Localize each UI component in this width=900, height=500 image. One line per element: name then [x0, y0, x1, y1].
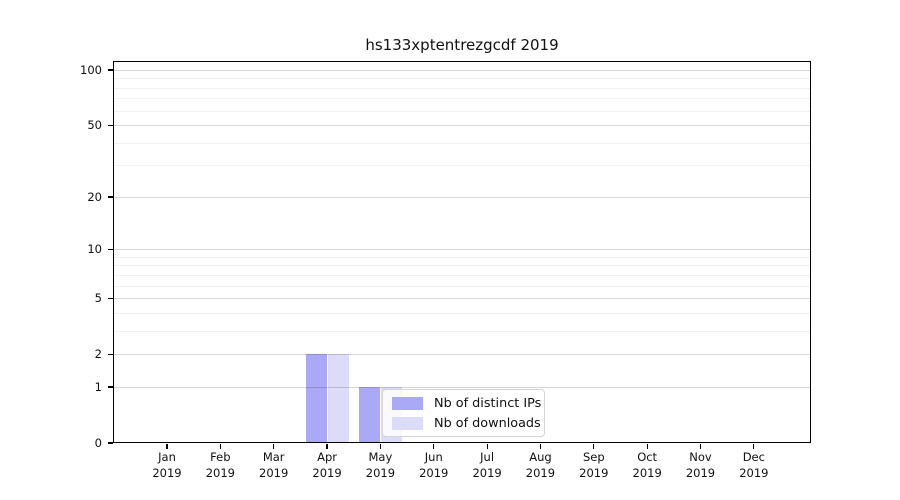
x-tick-mark	[433, 444, 435, 449]
x-tick-label: Sep 2019	[579, 450, 609, 480]
minor-gridline	[114, 165, 810, 167]
major-gridline	[114, 386, 810, 388]
bar-may-distinct-ips	[358, 386, 380, 443]
y-tick-mark	[108, 386, 113, 388]
legend-label-distinct-ips: Nb of distinct IPs	[434, 395, 542, 411]
y-tick-mark	[108, 353, 113, 355]
y-tick-label: 10	[87, 242, 102, 257]
x-tick-mark	[379, 444, 381, 449]
x-tick-mark	[699, 444, 702, 449]
legend-swatch-downloads	[392, 416, 423, 430]
bar-apr-downloads	[327, 354, 349, 443]
major-gridline	[114, 354, 810, 356]
y-tick-mark	[108, 442, 113, 444]
y-tick-label: 100	[80, 63, 102, 77]
bar-apr-distinct-ips	[305, 354, 327, 443]
x-tick-label: Jul 2019	[472, 450, 502, 480]
major-gridline	[114, 298, 810, 300]
major-gridline	[114, 249, 810, 251]
x-tick-label: Aug 2019	[525, 450, 556, 480]
x-tick-label: Nov 2019	[685, 450, 716, 480]
x-tick-mark	[593, 444, 595, 449]
minor-gridline	[114, 142, 810, 144]
y-tick-label: 20	[87, 189, 102, 204]
legend-item-distinct-ips: Nb of distinct IPs	[392, 396, 541, 411]
x-tick-mark	[486, 444, 488, 449]
minor-gridline	[114, 78, 810, 80]
y-tick-label: 2	[94, 347, 102, 362]
x-tick-mark	[273, 444, 275, 449]
x-tick-mark	[646, 444, 648, 449]
minor-gridline	[114, 330, 810, 332]
x-tick-label: May 2019	[365, 450, 396, 480]
major-gridline	[114, 196, 810, 198]
legend-swatch-distinct-ips	[392, 396, 423, 410]
major-gridline	[114, 70, 810, 71]
x-tick-label: Jun 2019	[419, 450, 449, 480]
minor-gridline	[114, 256, 810, 258]
x-tick-label: Dec 2019	[739, 450, 769, 480]
minor-gridline	[114, 98, 810, 100]
legend-label-downloads: Nb of downloads	[434, 415, 541, 431]
x-tick-label: Feb 2019	[205, 450, 235, 480]
x-tick-label: Oct 2019	[632, 450, 662, 480]
plot-border	[113, 61, 811, 443]
minor-gridline	[114, 274, 810, 276]
chart-title: hs133xptentrezgcdf 2019	[365, 36, 559, 54]
x-tick-mark	[753, 444, 755, 449]
y-tick-mark	[108, 69, 113, 71]
y-tick-mark	[108, 248, 113, 250]
minor-gridline	[114, 285, 810, 287]
x-tick-mark	[219, 444, 221, 449]
major-gridline	[114, 125, 810, 127]
minor-gridline	[114, 265, 810, 267]
x-tick-label: Jan 2019	[152, 450, 182, 480]
y-tick-mark	[108, 124, 113, 126]
x-tick-mark	[326, 444, 328, 449]
y-tick-label: 1	[94, 379, 102, 394]
x-tick-mark	[166, 444, 168, 449]
minor-gridline	[114, 312, 810, 314]
y-tick-label: 5	[94, 291, 102, 306]
x-tick-mark	[539, 444, 542, 449]
minor-gridline	[114, 87, 810, 89]
y-tick-mark	[108, 297, 113, 299]
y-tick-label: 50	[87, 118, 102, 133]
x-tick-label: Apr 2019	[312, 450, 342, 480]
legend: Nb of distinct IPs Nb of downloads	[382, 389, 545, 437]
minor-gridline	[114, 110, 810, 112]
x-tick-label: Mar 2019	[259, 450, 289, 480]
legend-item-downloads: Nb of downloads	[392, 416, 541, 431]
y-tick-mark	[108, 196, 113, 198]
y-tick-label: 0	[94, 436, 102, 450]
